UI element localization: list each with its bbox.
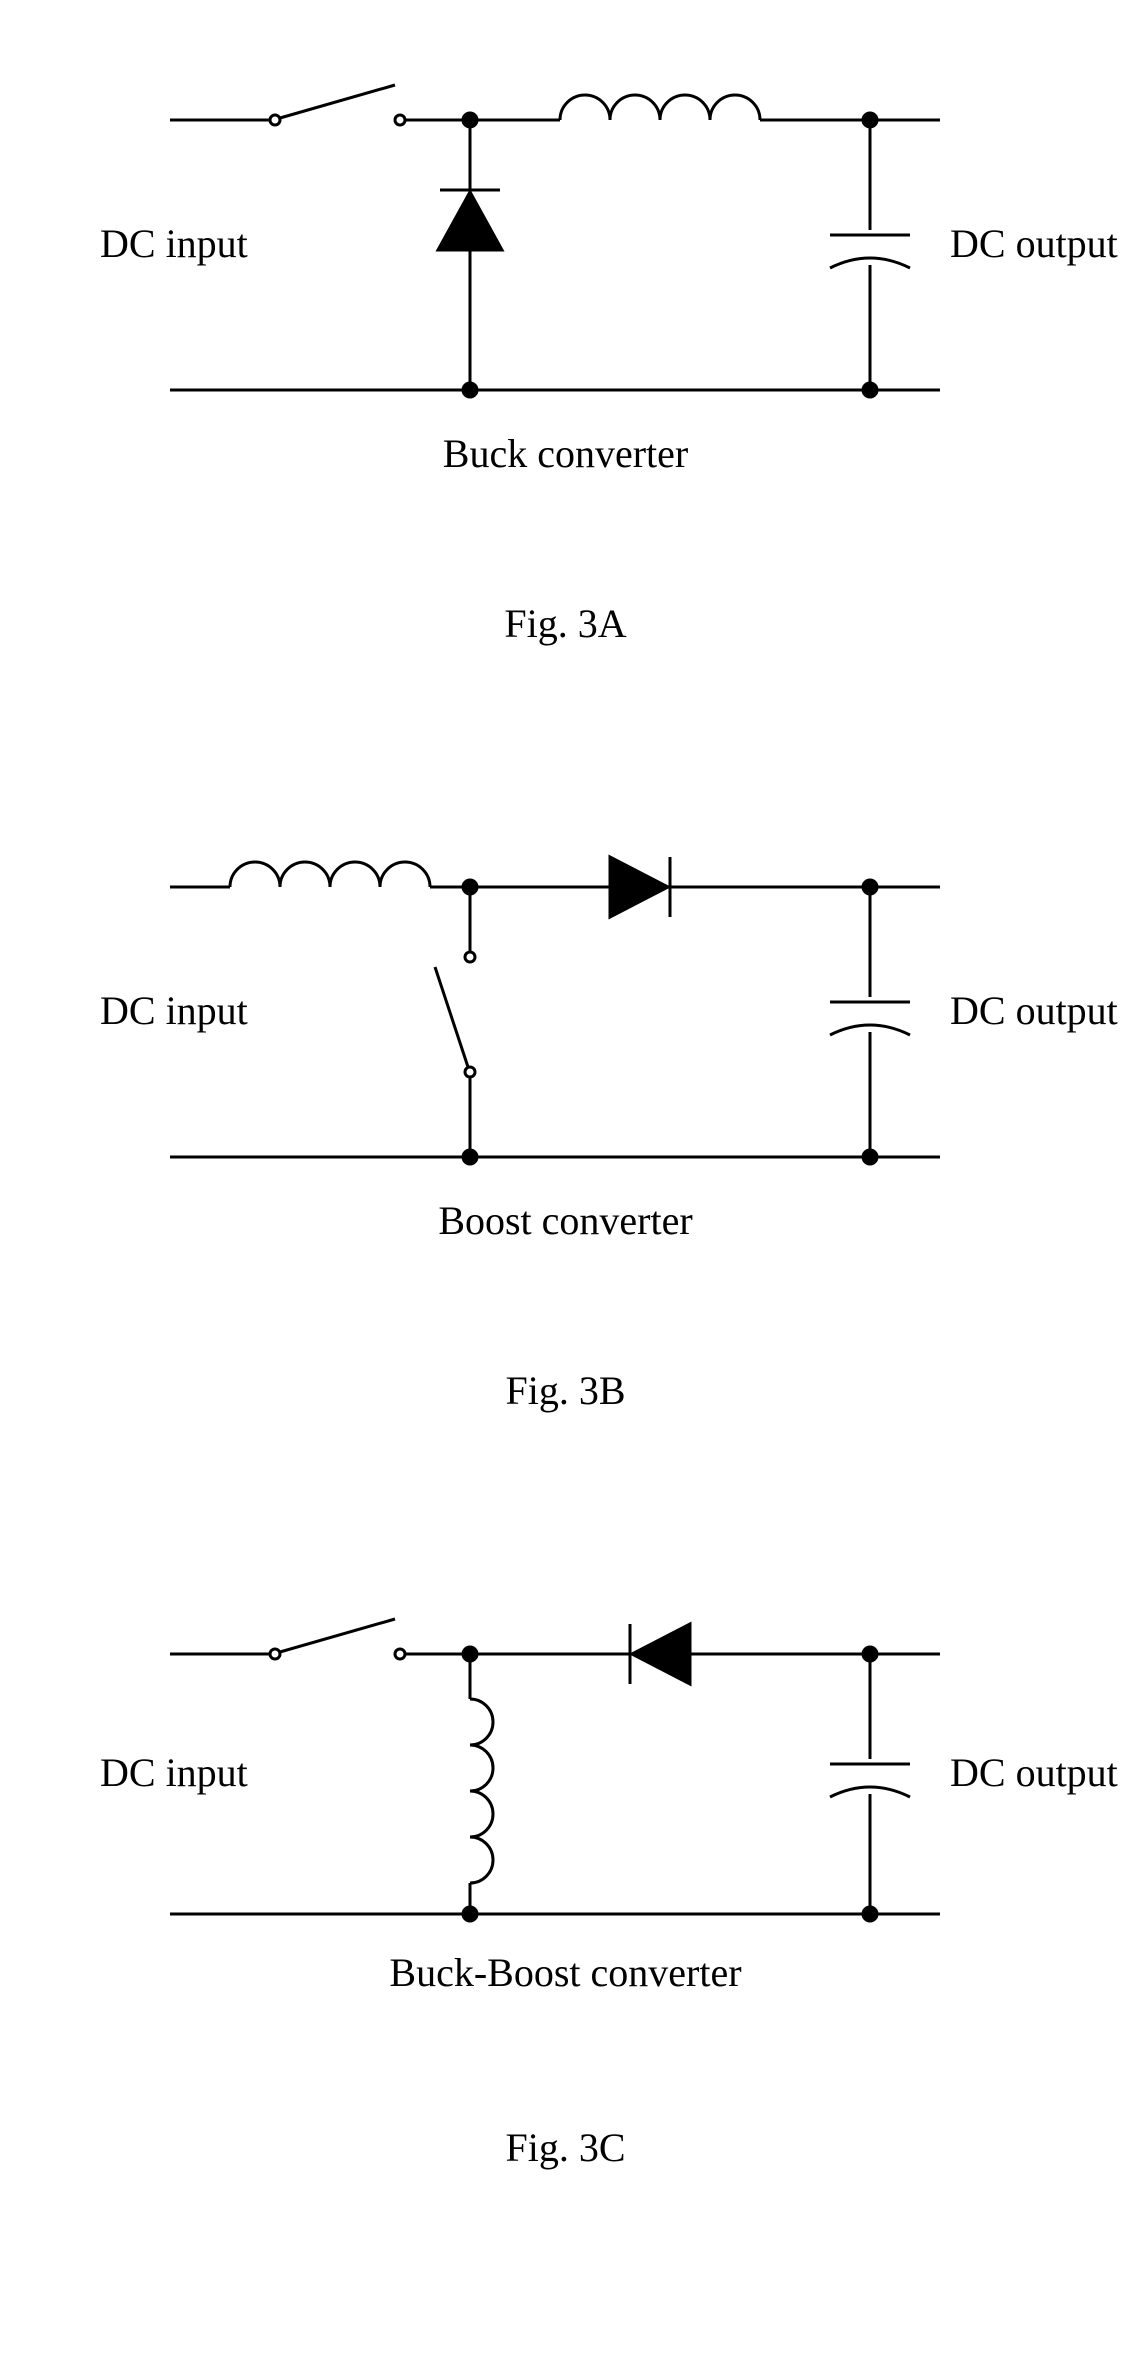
title-C: Buck-Boost converter	[0, 1949, 1131, 1996]
dc-input-label-C: DC input	[100, 1749, 248, 1796]
caption-B: Fig. 3B	[0, 1367, 1131, 1414]
page: DC input DC output Buck converter Fig. 3…	[0, 0, 1131, 2171]
title-B: Boost converter	[0, 1197, 1131, 1244]
dc-output-label-C: DC output	[950, 1749, 1118, 1796]
figure-C: DC input DC output Buck-Boost converter	[0, 1534, 1131, 2064]
dc-input-label-A: DC input	[100, 220, 248, 267]
caption-A: Fig. 3A	[0, 600, 1131, 647]
figure-A: DC input DC output Buck converter	[0, 0, 1131, 560]
dc-input-label-B: DC input	[100, 987, 248, 1034]
figure-B: DC input DC output Boost converter	[0, 767, 1131, 1327]
title-A: Buck converter	[0, 430, 1131, 477]
dc-output-label-B: DC output	[950, 987, 1118, 1034]
dc-output-label-A: DC output	[950, 220, 1118, 267]
caption-C: Fig. 3C	[0, 2124, 1131, 2171]
